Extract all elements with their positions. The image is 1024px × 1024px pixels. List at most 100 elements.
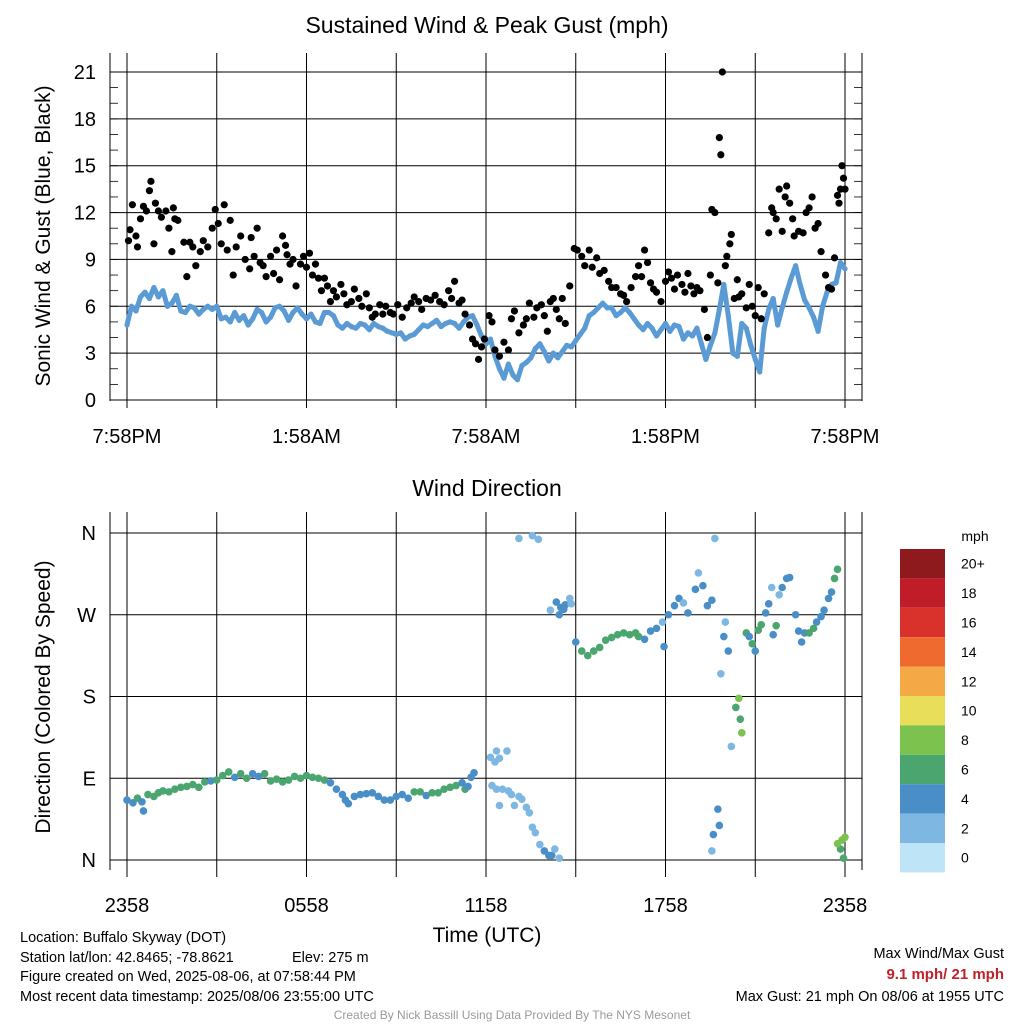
ytick-label: 0 (85, 390, 96, 412)
peak-gust-point (690, 290, 698, 298)
peak-gust-point (124, 237, 133, 245)
direction-point (546, 606, 555, 615)
peak-gust-point (415, 298, 423, 306)
direction-point (452, 781, 460, 790)
sustained-wind-point (559, 348, 565, 355)
sustained-wind-point (178, 308, 184, 314)
direction-point (646, 627, 655, 635)
peak-gust-point (637, 273, 646, 281)
peak-gust-point (495, 352, 504, 360)
peak-gust-point (504, 346, 513, 354)
peak-gust-point (530, 313, 538, 321)
peak-gust-point (165, 224, 173, 232)
sustained-wind-point (276, 303, 283, 309)
peak-gust-point (769, 208, 777, 217)
peak-gust-point (573, 246, 581, 254)
direction-point (138, 798, 146, 806)
peak-gust-point (605, 277, 613, 285)
sustained-wind-point (591, 309, 597, 316)
direction-point (748, 640, 757, 648)
xtick-label: 7:58PM (93, 426, 162, 448)
peak-gust-point (715, 134, 723, 142)
peak-gust-point (555, 315, 563, 323)
sustained-wind-point (420, 322, 426, 328)
sustained-wind-point (550, 350, 556, 356)
sustained-wind-point (371, 320, 377, 327)
peak-gust-point (827, 285, 836, 293)
peak-gust-point (410, 293, 418, 301)
direction-point (824, 594, 833, 603)
peak-gust-point (558, 294, 566, 303)
peak-gust-point (817, 248, 825, 256)
direction-point (398, 790, 407, 799)
peak-gust-point (706, 271, 714, 279)
direction-point (464, 782, 472, 791)
peak-gust-point (841, 185, 849, 193)
peak-gust-point (786, 199, 794, 207)
direction-point (518, 795, 526, 803)
direction-point (827, 588, 836, 596)
peak-gust-point (196, 248, 204, 256)
peak-gust-point (269, 269, 278, 278)
sustained-wind-point (339, 325, 345, 331)
recent-data-text: Most recent data timestamp: 2025/08/06 2… (20, 989, 374, 1005)
direction-point (314, 774, 323, 783)
peak-gust-point (461, 310, 469, 318)
direction-point (660, 642, 668, 651)
colorbar-unit: mph (961, 528, 988, 544)
sustained-wind-point (505, 361, 512, 367)
peak-gust-point (673, 271, 682, 279)
direction-point (551, 845, 559, 853)
peak-gust-point (162, 207, 170, 215)
direction-point (531, 828, 540, 837)
peak-gust-point (389, 310, 397, 318)
peak-gust-point (808, 193, 816, 201)
peak-gust-point (657, 298, 665, 306)
peak-gust-point (308, 271, 317, 279)
peak-gust-point (142, 207, 151, 215)
peak-gust-point (646, 279, 655, 287)
colorbar-label: 4 (961, 791, 969, 807)
sustained-wind-point (146, 295, 153, 302)
direction-point (534, 535, 543, 544)
peak-gust-point (515, 329, 523, 337)
xtick-label: 1758 (643, 895, 688, 917)
peak-gust-point (180, 238, 188, 246)
peak-gust-point (281, 241, 290, 249)
direction-point (422, 791, 430, 800)
sustained-wind-point (640, 327, 646, 333)
sustained-wind-point (793, 263, 799, 269)
sustained-wind-point (474, 322, 480, 328)
peak-gust-point (465, 321, 474, 329)
peak-gust-point (721, 262, 729, 270)
direction-point (254, 772, 263, 781)
peak-gust-point (247, 233, 255, 242)
peak-gust-point (765, 229, 773, 237)
direction-chart: Wind Direction Direction (Colored By Spe… (32, 475, 867, 947)
direction-point (248, 769, 257, 778)
peak-gust-point (229, 271, 237, 279)
direction-point (820, 606, 828, 615)
direction-point (691, 585, 700, 594)
peak-gust-point (581, 262, 589, 270)
max-values-text: 9.1 mph/ 21 mph (886, 966, 1004, 983)
peak-gust-point (471, 340, 480, 348)
direction-point (571, 638, 580, 646)
sustained-wind-point (223, 314, 229, 320)
peak-gust-point (703, 333, 711, 342)
sustained-wind-point (151, 284, 157, 291)
direction-point (785, 573, 794, 582)
peak-gust-point (480, 335, 489, 343)
direction-point (507, 790, 516, 799)
direction-point (189, 780, 197, 789)
peak-gust-point (751, 312, 759, 320)
peak-gust-point (214, 219, 222, 228)
sustained-wind-point (806, 305, 812, 311)
direction-point (761, 609, 770, 617)
direction-point (652, 624, 661, 633)
peak-gust-point (687, 282, 695, 290)
wind-chart-title: Sustained Wind & Peak Gust (mph) (305, 12, 668, 38)
direction-point (745, 632, 754, 641)
sustained-wind-point (810, 314, 817, 320)
peak-gust-point (681, 288, 689, 296)
